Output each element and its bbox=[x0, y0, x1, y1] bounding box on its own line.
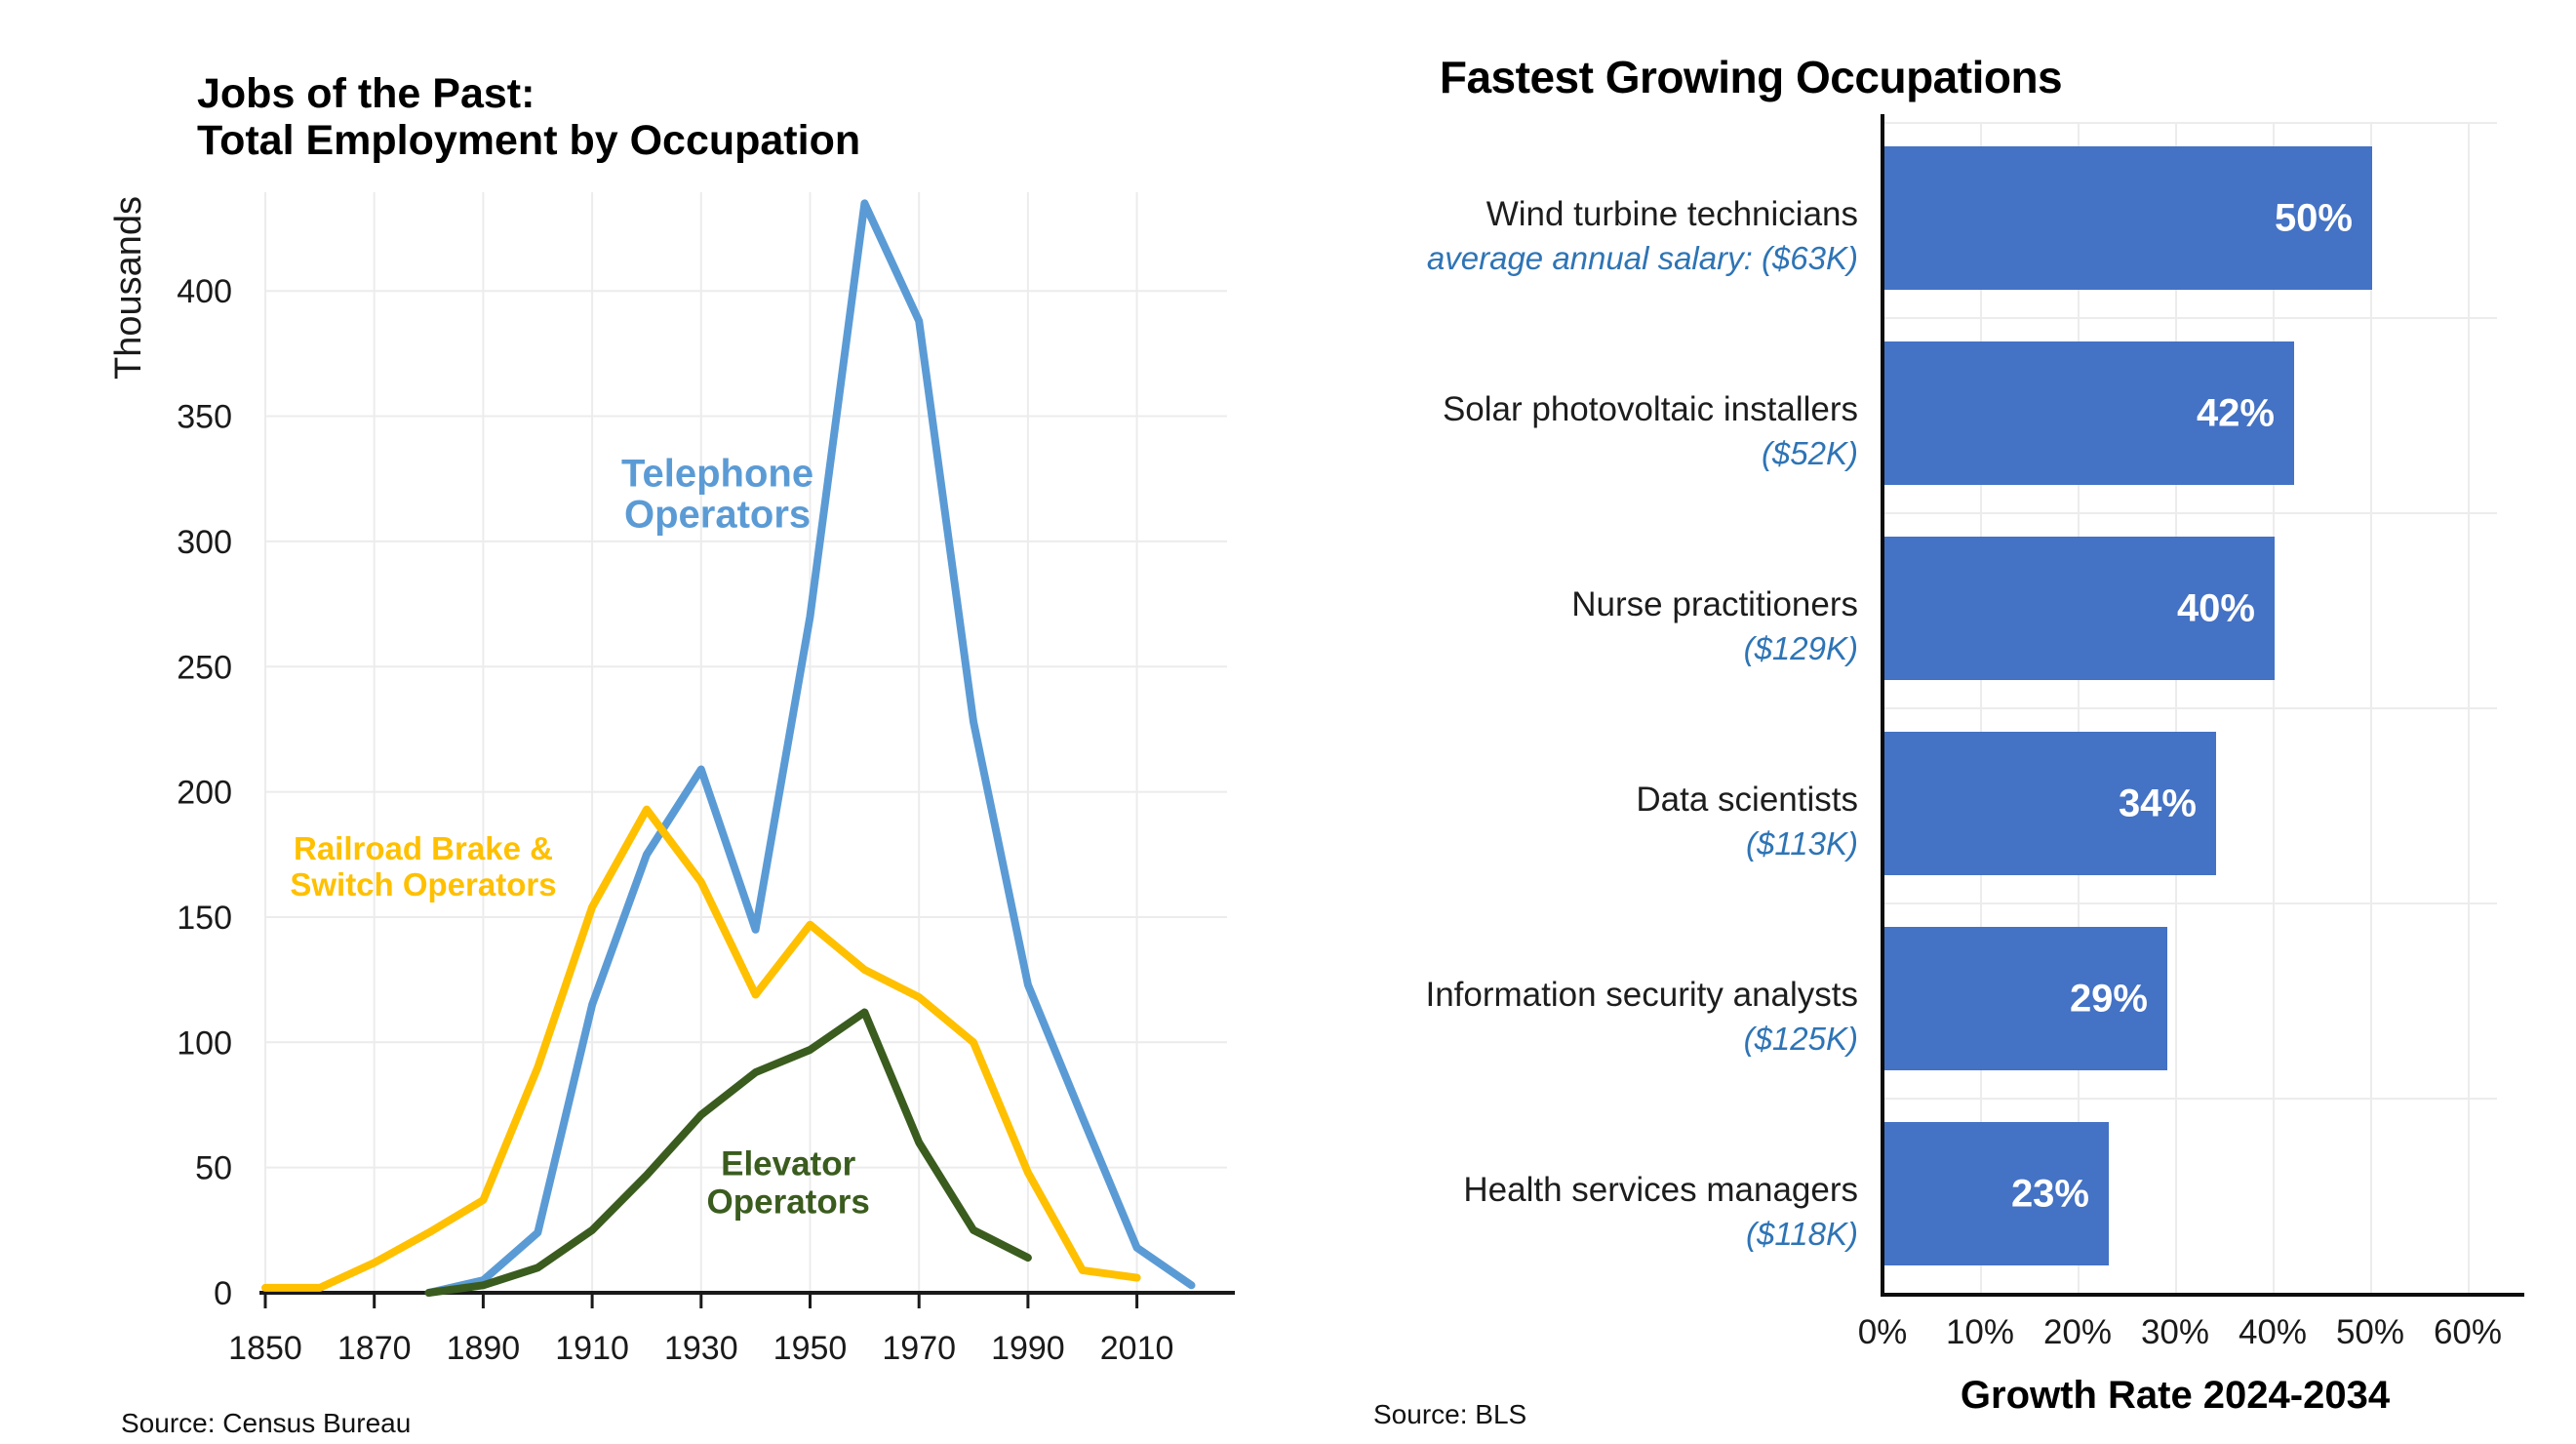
x-tick-label: 1970 bbox=[882, 1330, 956, 1367]
series-label: Telephone bbox=[621, 452, 813, 495]
bar-category-label: Data scientists ($113K) bbox=[1327, 779, 1858, 866]
bar: 34% bbox=[1884, 732, 2216, 875]
gridline-horizontal bbox=[1882, 902, 2497, 904]
left-chart-source: Source: Census Bureau bbox=[121, 1408, 411, 1438]
y-tick-label: 0 bbox=[214, 1275, 232, 1312]
occupation-name: Information security analysts bbox=[1425, 975, 1858, 1014]
y-tick-label: 300 bbox=[177, 524, 232, 561]
x-tick-label: 50% bbox=[2335, 1313, 2405, 1351]
bar: 29% bbox=[1884, 927, 2167, 1070]
x-tick-label: 1930 bbox=[664, 1330, 738, 1367]
gridline-horizontal bbox=[1882, 707, 2497, 709]
bar-value-label: 42% bbox=[2196, 391, 2275, 434]
occupation-name: Nurse practitioners bbox=[1571, 584, 1858, 623]
gridline-horizontal bbox=[1882, 317, 2497, 319]
occupation-name: Wind turbine technicians bbox=[1486, 194, 1858, 233]
gridline-horizontal bbox=[1882, 122, 2497, 124]
x-tick-label: 40% bbox=[2238, 1313, 2308, 1351]
x-tick-label: 1870 bbox=[337, 1330, 412, 1367]
x-tick-label: 20% bbox=[2042, 1313, 2113, 1351]
series-label: Operators bbox=[707, 1183, 870, 1221]
x-tick-label: 0% bbox=[1857, 1313, 1908, 1351]
y-tick-label: 350 bbox=[177, 399, 232, 436]
right-bar-chart: Fastest Growing Occupations 50% Wind turb… bbox=[1327, 0, 2576, 1444]
bar: 40% bbox=[1884, 537, 2275, 680]
bar-value-label: 34% bbox=[2118, 782, 2197, 824]
bar-category-label: Nurse practitioners ($129K) bbox=[1327, 583, 1858, 671]
y-tick-label: 50 bbox=[195, 1150, 232, 1187]
x-tick-label: 10% bbox=[1945, 1313, 2015, 1351]
right-chart-plot-area: 50% Wind turbine technicians average annua… bbox=[1327, 0, 2576, 1444]
y-axis-line bbox=[1881, 114, 1884, 1297]
line-railroad-brake-switch-operators bbox=[261, 805, 1141, 1292]
line-elevator-operators bbox=[424, 1008, 1032, 1297]
occupation-salary: ($52K) bbox=[1761, 434, 1858, 471]
y-tick-label: 200 bbox=[177, 775, 232, 812]
series-label: Switch Operators bbox=[290, 866, 556, 902]
bar-category-label: Information security analysts ($125K) bbox=[1327, 974, 1858, 1062]
series-label: Elevator bbox=[721, 1144, 855, 1183]
right-chart-source: Source: BLS bbox=[1373, 1399, 1527, 1429]
gridline-horizontal bbox=[1882, 1098, 2497, 1100]
bar-value-label: 50% bbox=[2274, 196, 2353, 239]
occupation-name: Data scientists bbox=[1636, 780, 1858, 819]
series-label: Operators bbox=[624, 493, 811, 536]
x-tick-label: 30% bbox=[2140, 1313, 2210, 1351]
left-chart-gridlines bbox=[264, 192, 1227, 1293]
occupation-salary: ($129K) bbox=[1743, 629, 1858, 666]
bar: 50% bbox=[1884, 146, 2372, 290]
bar-category-label: Health services managers ($118K) bbox=[1327, 1169, 1858, 1257]
left-chart-tick-labels: 1850 1870 1890 1910 1930 1950 1970 1990 2010 0 50 1… bbox=[177, 273, 1173, 1367]
bar: 42% bbox=[1884, 341, 2294, 485]
left-chart-title-line2: Total Employment by Occupation bbox=[197, 117, 860, 164]
right-chart-title: Fastest Growing Occupations bbox=[1439, 52, 2063, 102]
y-tick-label: 100 bbox=[177, 1024, 232, 1062]
x-tick-label: 1850 bbox=[228, 1330, 302, 1367]
bar-value-label: 23% bbox=[2010, 1172, 2089, 1215]
y-tick-label: 150 bbox=[177, 900, 232, 937]
left-chart-y-axis-label: Thousands bbox=[108, 196, 149, 380]
left-chart-series bbox=[261, 199, 1196, 1297]
bar-value-label: 29% bbox=[2069, 977, 2148, 1020]
x-tick-label: 60% bbox=[2433, 1313, 2503, 1351]
occupation-salary: average annual salary: ($63K) bbox=[1426, 239, 1858, 276]
y-tick-label: 400 bbox=[177, 273, 232, 310]
line-telephone-operators bbox=[424, 199, 1196, 1297]
x-tick-label: 1990 bbox=[991, 1330, 1065, 1367]
bar-value-label: 40% bbox=[2176, 586, 2255, 629]
bar-category-label: Wind turbine technicians average annual s… bbox=[1327, 193, 1858, 281]
series-label: Railroad Brake & bbox=[294, 830, 553, 866]
gridline-horizontal bbox=[1882, 512, 2497, 514]
occupation-salary: ($113K) bbox=[1746, 824, 1858, 862]
occupation-salary: ($118K) bbox=[1746, 1215, 1858, 1252]
x-tick-label: 1950 bbox=[773, 1330, 848, 1367]
occupation-name: Health services managers bbox=[1463, 1170, 1858, 1209]
right-chart-x-axis-label: Growth Rate 2024-2034 bbox=[1960, 1374, 2391, 1417]
left-chart-title-line1: Jobs of the Past: bbox=[197, 70, 535, 117]
x-tick-label: 1890 bbox=[447, 1330, 521, 1367]
occupation-salary: ($125K) bbox=[1743, 1020, 1858, 1057]
left-chart-axes bbox=[259, 1291, 1235, 1308]
x-tick-label: 2010 bbox=[1100, 1330, 1174, 1367]
x-axis-line bbox=[1881, 1293, 2524, 1297]
x-tick-label: 1910 bbox=[555, 1330, 629, 1367]
y-tick-label: 250 bbox=[177, 649, 232, 686]
bar-category-label: Solar photovoltaic installers ($52K) bbox=[1327, 388, 1858, 476]
occupation-name: Solar photovoltaic installers bbox=[1442, 389, 1858, 428]
bar: 23% bbox=[1884, 1122, 2109, 1265]
